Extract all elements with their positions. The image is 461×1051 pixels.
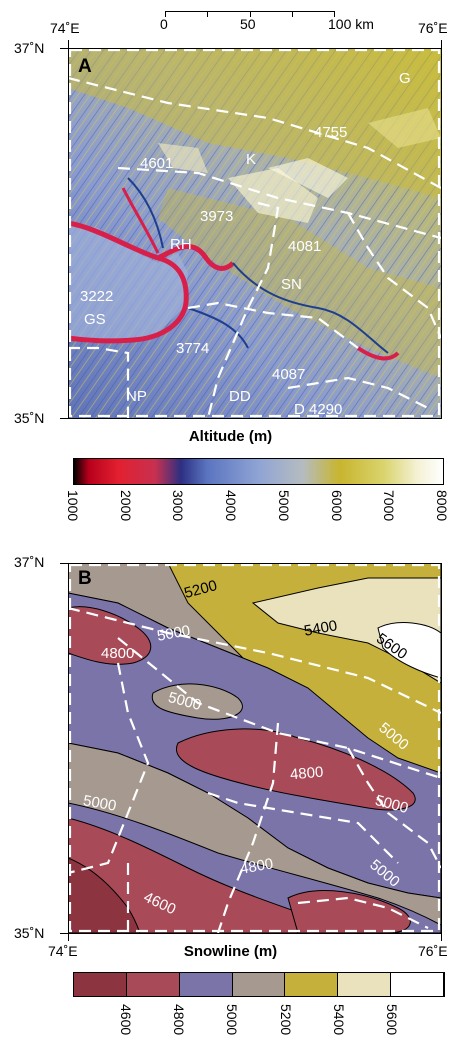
- region-label: NP: [126, 388, 147, 405]
- snowline-color-swatch: [338, 973, 392, 996]
- scale-tick: [207, 11, 208, 17]
- altitude-tick-label: 3000: [170, 490, 187, 522]
- region-label: 4601: [140, 155, 174, 172]
- snowline-tick-label: 4600: [118, 1004, 135, 1036]
- lat-tick: [60, 933, 68, 934]
- region-label: 3774: [176, 340, 210, 357]
- scale-label-100: 100 km: [328, 16, 374, 32]
- altitude-colorbar: [73, 458, 444, 485]
- panel-b-lat-bottom: 35˚N: [14, 925, 45, 941]
- region-label: G: [399, 70, 411, 87]
- contour-label: 4800: [289, 763, 325, 784]
- snowline-color-swatch: [126, 973, 180, 996]
- region-label: 4755: [314, 124, 348, 141]
- scale-tick: [292, 11, 293, 17]
- snowline-tick-label: 4800: [171, 1004, 188, 1036]
- lat-tick: [60, 48, 68, 49]
- panel-b-lon-left: 74˚E: [48, 943, 78, 959]
- snowline-color-swatch: [232, 973, 286, 996]
- altitude-tick-label: 4000: [223, 490, 240, 522]
- snowline-color-swatch: [74, 973, 127, 996]
- lon-tick: [441, 933, 442, 941]
- panel-a-letter: A: [78, 56, 92, 77]
- panel-a-lat-top: 37˚N: [14, 40, 45, 56]
- region-label: RH: [170, 236, 192, 253]
- snowline-colorbar: [73, 972, 445, 997]
- region-label: 4081: [288, 238, 322, 255]
- snowline-tick-label: 5400: [330, 1004, 347, 1036]
- altitude-map: A G 4755 K 4601 3973 RH 4081 SN 3222 GS …: [68, 48, 441, 418]
- region-label: DD: [229, 388, 251, 405]
- altitude-tick-label: 8000: [434, 490, 450, 522]
- altitude-tick-label: 5000: [275, 490, 292, 522]
- region-label: K: [246, 151, 257, 168]
- snowline-color-swatch: [391, 973, 445, 996]
- snowline-map-svg: [68, 563, 441, 933]
- panel-b-letter: B: [78, 568, 92, 589]
- altitude-map-svg: [68, 48, 441, 418]
- scale-tick: [165, 11, 166, 17]
- panel-a-lat-bottom: 35˚N: [14, 410, 45, 426]
- snowline-tick-label: 5600: [383, 1004, 400, 1036]
- lon-tick: [68, 933, 69, 941]
- panel-a-lon-right: 76˚E: [418, 20, 448, 36]
- lon-tick: [68, 40, 69, 48]
- altitude-tick-label: 6000: [328, 490, 345, 522]
- scale-tick: [250, 11, 251, 17]
- snowline-tick-label: 5000: [224, 1004, 241, 1036]
- lat-tick: [60, 418, 68, 419]
- region-label: 3973: [200, 208, 234, 225]
- region-label: 4087: [272, 366, 306, 383]
- scale-label-50: 50: [240, 16, 256, 32]
- scale-label-0: 0: [160, 16, 168, 32]
- altitude-tick-label: 7000: [381, 490, 398, 522]
- lat-tick: [60, 563, 68, 564]
- snowline-colorbar-title: Snowline (m): [183, 943, 278, 960]
- snowline-color-swatch: [285, 973, 339, 996]
- panel-b-lon-right: 76˚E: [418, 943, 448, 959]
- scale-tick: [334, 11, 335, 17]
- altitude-tick-label: 1000: [65, 490, 81, 522]
- panel-b-lat-top: 37˚N: [14, 554, 45, 570]
- snowline-map: B 5200 5400 5600 5000 4800 5000 5000 480…: [68, 563, 441, 933]
- contour-label: 4800: [101, 645, 135, 662]
- region-label: D 4290: [294, 401, 343, 418]
- lon-tick: [441, 40, 442, 48]
- altitude-tick-label: 2000: [117, 490, 134, 522]
- region-label: SN: [281, 276, 302, 293]
- region-label: 3222: [80, 288, 114, 305]
- snowline-tick-label: 5200: [277, 1004, 294, 1036]
- region-label: GS: [84, 311, 106, 328]
- altitude-colorbar-title: Altitude (m): [188, 428, 273, 445]
- panel-a-lon-left: 74˚E: [50, 20, 80, 36]
- snowline-color-swatch: [179, 973, 233, 996]
